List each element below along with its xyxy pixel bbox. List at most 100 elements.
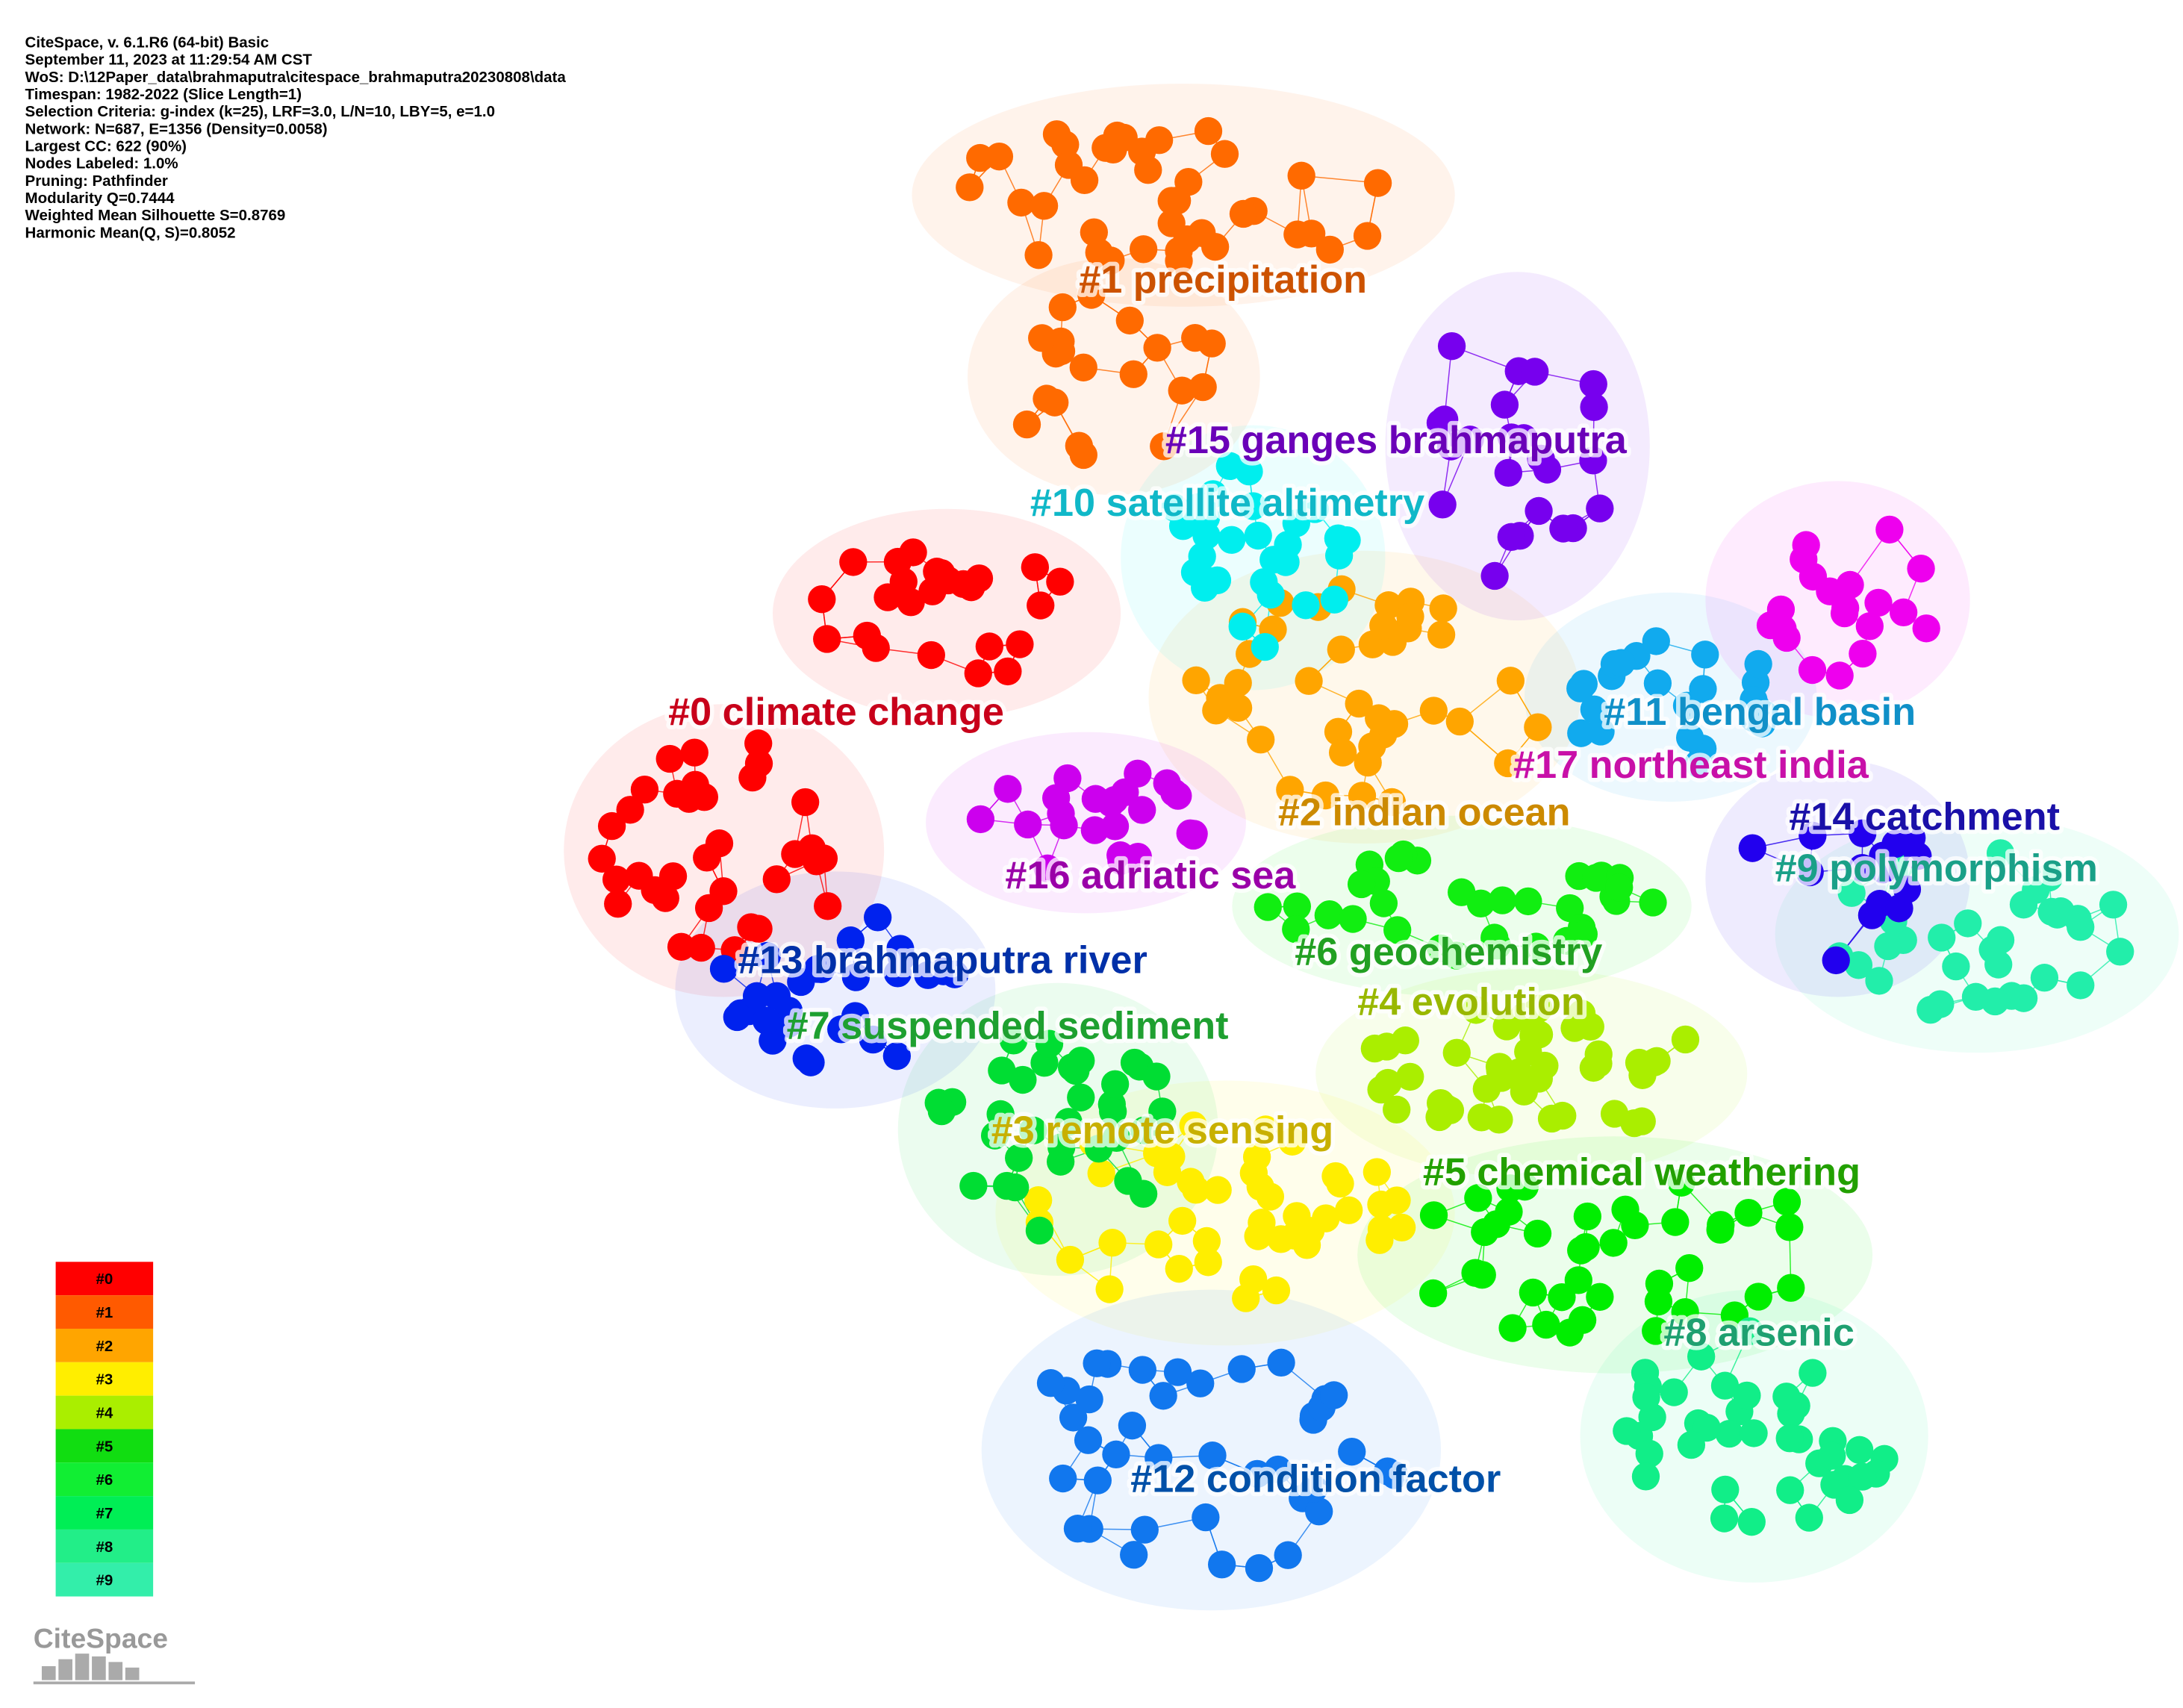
node bbox=[1129, 235, 1158, 264]
node bbox=[1772, 1383, 1801, 1411]
node bbox=[1328, 738, 1357, 767]
node bbox=[1483, 932, 1512, 960]
node bbox=[1514, 887, 1542, 916]
node bbox=[1419, 1201, 1448, 1229]
node bbox=[1986, 839, 2015, 867]
node bbox=[1530, 1051, 1559, 1080]
node bbox=[1295, 667, 1323, 695]
node bbox=[1229, 199, 1258, 228]
legend-swatch bbox=[55, 1362, 154, 1396]
node bbox=[1292, 591, 1320, 620]
node bbox=[1006, 630, 1034, 658]
node bbox=[1059, 1403, 1088, 1432]
node bbox=[1384, 844, 1413, 873]
node bbox=[980, 1121, 1009, 1150]
node bbox=[1320, 1381, 1348, 1409]
node bbox=[1907, 555, 1935, 583]
node bbox=[1775, 1213, 1804, 1241]
node bbox=[1865, 967, 1893, 995]
node bbox=[1734, 1198, 1763, 1227]
node bbox=[1207, 1550, 1236, 1579]
node bbox=[1120, 1541, 1148, 1569]
node bbox=[1168, 512, 1198, 540]
node bbox=[1227, 1355, 1256, 1383]
node bbox=[1243, 1459, 1271, 1489]
node bbox=[597, 811, 626, 841]
legend-swatch bbox=[55, 1328, 154, 1362]
node bbox=[1462, 996, 1490, 1024]
node bbox=[1215, 452, 1244, 481]
node bbox=[882, 1041, 911, 1070]
node bbox=[1098, 1229, 1127, 1257]
node bbox=[1510, 424, 1538, 452]
node bbox=[791, 788, 820, 817]
cluster-halo bbox=[1524, 592, 1817, 802]
node bbox=[1264, 1455, 1292, 1484]
node bbox=[1772, 1188, 1801, 1216]
node bbox=[807, 955, 835, 983]
legend-label: #6 bbox=[96, 1471, 113, 1489]
node bbox=[2030, 964, 2059, 992]
node bbox=[1548, 1101, 1577, 1130]
node bbox=[1796, 858, 1824, 887]
node bbox=[975, 632, 1003, 661]
node bbox=[959, 1171, 988, 1200]
node bbox=[1041, 784, 1071, 812]
node bbox=[1315, 235, 1344, 264]
node bbox=[1864, 588, 1893, 617]
node bbox=[1707, 1211, 1735, 1239]
node bbox=[753, 941, 781, 970]
node bbox=[1875, 515, 1904, 544]
cluster-label: #2 indian ocean bbox=[1278, 791, 1571, 835]
node bbox=[1494, 458, 1522, 487]
node bbox=[1128, 1356, 1157, 1384]
node bbox=[1074, 1426, 1103, 1454]
node bbox=[1369, 889, 1398, 917]
node bbox=[1157, 1142, 1186, 1171]
node bbox=[1007, 188, 1036, 217]
legend-label: #1 bbox=[96, 1304, 113, 1321]
node bbox=[1320, 585, 1348, 614]
node bbox=[1525, 496, 1553, 526]
node bbox=[2009, 984, 2038, 1012]
node bbox=[1846, 1436, 1874, 1464]
node bbox=[1278, 1127, 1307, 1156]
node bbox=[1672, 691, 1701, 720]
node bbox=[1192, 1227, 1221, 1256]
node bbox=[1324, 717, 1353, 746]
node bbox=[1365, 704, 1393, 732]
node bbox=[1485, 1106, 1513, 1134]
header-line: Nodes Labeled: 1.0% bbox=[25, 155, 178, 172]
node bbox=[1083, 1466, 1112, 1494]
node bbox=[1835, 1486, 1864, 1515]
legend-label: #3 bbox=[96, 1371, 113, 1388]
node bbox=[1494, 749, 1522, 778]
node bbox=[1874, 932, 1902, 961]
node bbox=[1287, 161, 1315, 190]
node bbox=[1250, 568, 1278, 596]
node bbox=[1145, 126, 1174, 155]
node bbox=[1642, 627, 1670, 655]
node bbox=[1383, 1095, 1411, 1124]
node bbox=[1347, 870, 1376, 899]
node bbox=[1100, 1070, 1130, 1098]
node bbox=[744, 914, 773, 943]
node bbox=[1254, 893, 1282, 921]
node bbox=[588, 844, 616, 873]
node bbox=[1239, 492, 1268, 520]
node bbox=[1912, 614, 1940, 643]
node bbox=[630, 776, 659, 804]
node bbox=[1579, 370, 1607, 399]
node bbox=[899, 538, 927, 567]
node bbox=[813, 625, 841, 653]
node bbox=[964, 659, 992, 688]
node bbox=[2043, 900, 2072, 929]
node bbox=[1488, 886, 1517, 914]
node bbox=[1677, 1430, 1706, 1459]
node bbox=[1251, 1115, 1280, 1144]
cluster-label: #6 geochemistry bbox=[1295, 930, 1602, 973]
logo: CiteSpace bbox=[34, 1623, 168, 1654]
node bbox=[762, 865, 791, 894]
node bbox=[1480, 561, 1509, 590]
node bbox=[1836, 570, 1864, 599]
